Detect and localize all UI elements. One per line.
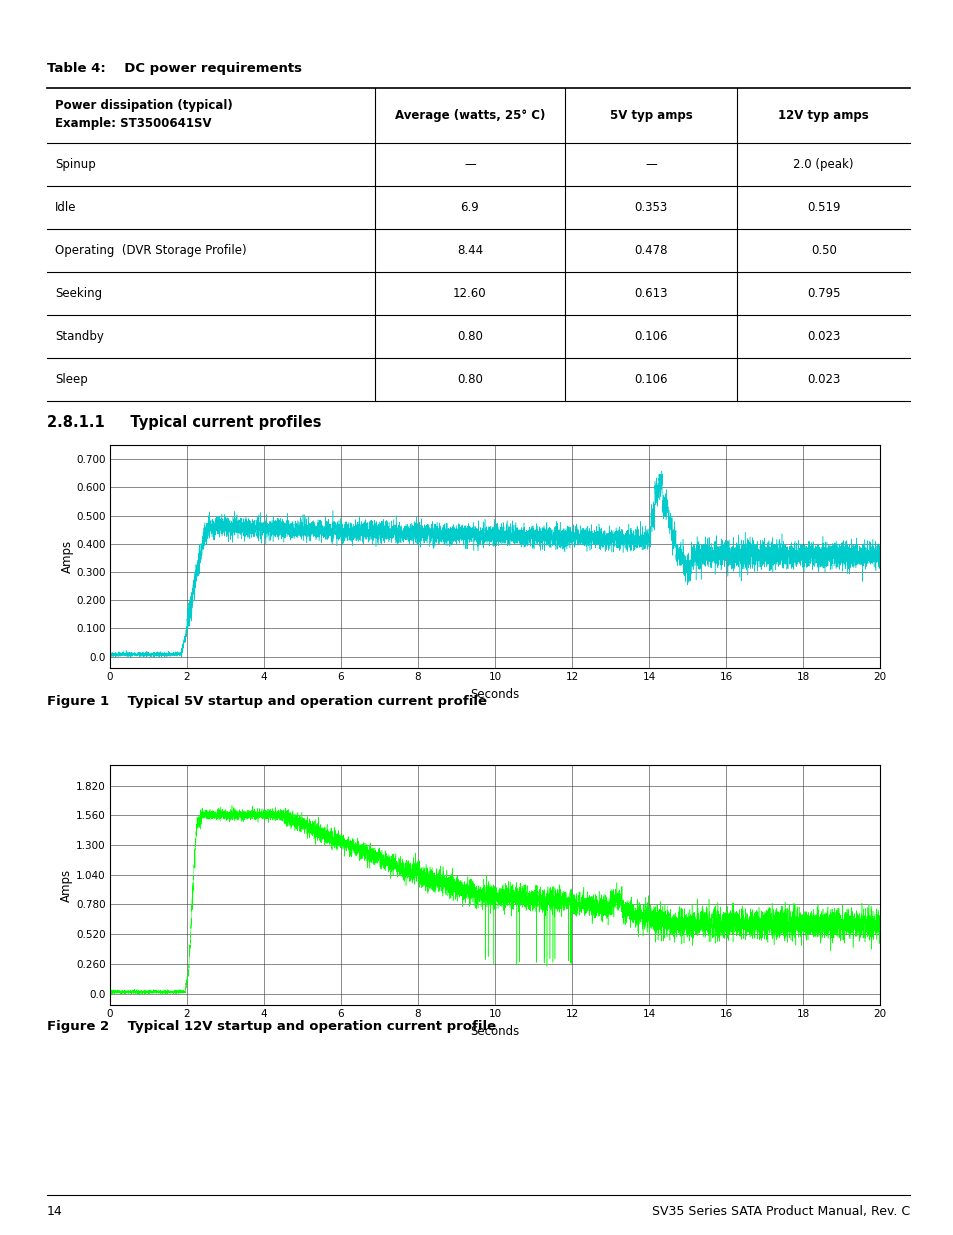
Text: —: — xyxy=(463,158,476,170)
Text: 12V typ amps: 12V typ amps xyxy=(778,109,868,122)
Y-axis label: Amps: Amps xyxy=(60,540,73,573)
Text: Standby: Standby xyxy=(55,330,104,343)
Text: 0.80: 0.80 xyxy=(456,330,482,343)
Text: 0.023: 0.023 xyxy=(806,373,840,387)
Text: 6.9: 6.9 xyxy=(460,201,478,214)
Text: Figure 2    Typical 12V startup and operation current profile: Figure 2 Typical 12V startup and operati… xyxy=(47,1020,496,1032)
Text: 0.519: 0.519 xyxy=(806,201,840,214)
Text: Figure 1    Typical 5V startup and operation current profile: Figure 1 Typical 5V startup and operatio… xyxy=(47,695,486,708)
Text: 0.106: 0.106 xyxy=(634,373,667,387)
Text: 0.023: 0.023 xyxy=(806,330,840,343)
Text: Example: ST3500641SV: Example: ST3500641SV xyxy=(55,117,212,130)
Text: Average (watts, 25° C): Average (watts, 25° C) xyxy=(395,109,544,122)
Text: 8.44: 8.44 xyxy=(456,245,482,257)
Text: Spinup: Spinup xyxy=(55,158,95,170)
Text: 0.106: 0.106 xyxy=(634,330,667,343)
Text: Idle: Idle xyxy=(55,201,76,214)
Text: Operating  (DVR Storage Profile): Operating (DVR Storage Profile) xyxy=(55,245,247,257)
Text: 12.60: 12.60 xyxy=(453,287,486,300)
X-axis label: Seconds: Seconds xyxy=(470,1025,519,1037)
Text: 0.353: 0.353 xyxy=(634,201,667,214)
X-axis label: Seconds: Seconds xyxy=(470,688,519,700)
Text: 0.478: 0.478 xyxy=(634,245,667,257)
Text: 0.80: 0.80 xyxy=(456,373,482,387)
Y-axis label: Amps: Amps xyxy=(60,868,73,902)
Text: 2.0 (peak): 2.0 (peak) xyxy=(793,158,853,170)
Text: SV35 Series SATA Product Manual, Rev. C: SV35 Series SATA Product Manual, Rev. C xyxy=(651,1205,909,1218)
Text: 0.50: 0.50 xyxy=(810,245,836,257)
Text: 0.613: 0.613 xyxy=(634,287,667,300)
Text: Seeking: Seeking xyxy=(55,287,102,300)
Text: 14: 14 xyxy=(47,1205,63,1218)
Text: 0.795: 0.795 xyxy=(806,287,840,300)
Text: Sleep: Sleep xyxy=(55,373,88,387)
Text: 2.8.1.1     Typical current profiles: 2.8.1.1 Typical current profiles xyxy=(47,415,321,430)
Text: 5V typ amps: 5V typ amps xyxy=(609,109,692,122)
Text: —: — xyxy=(644,158,657,170)
Text: Power dissipation (typical): Power dissipation (typical) xyxy=(55,99,233,112)
Text: Table 4:    DC power requirements: Table 4: DC power requirements xyxy=(47,62,302,75)
